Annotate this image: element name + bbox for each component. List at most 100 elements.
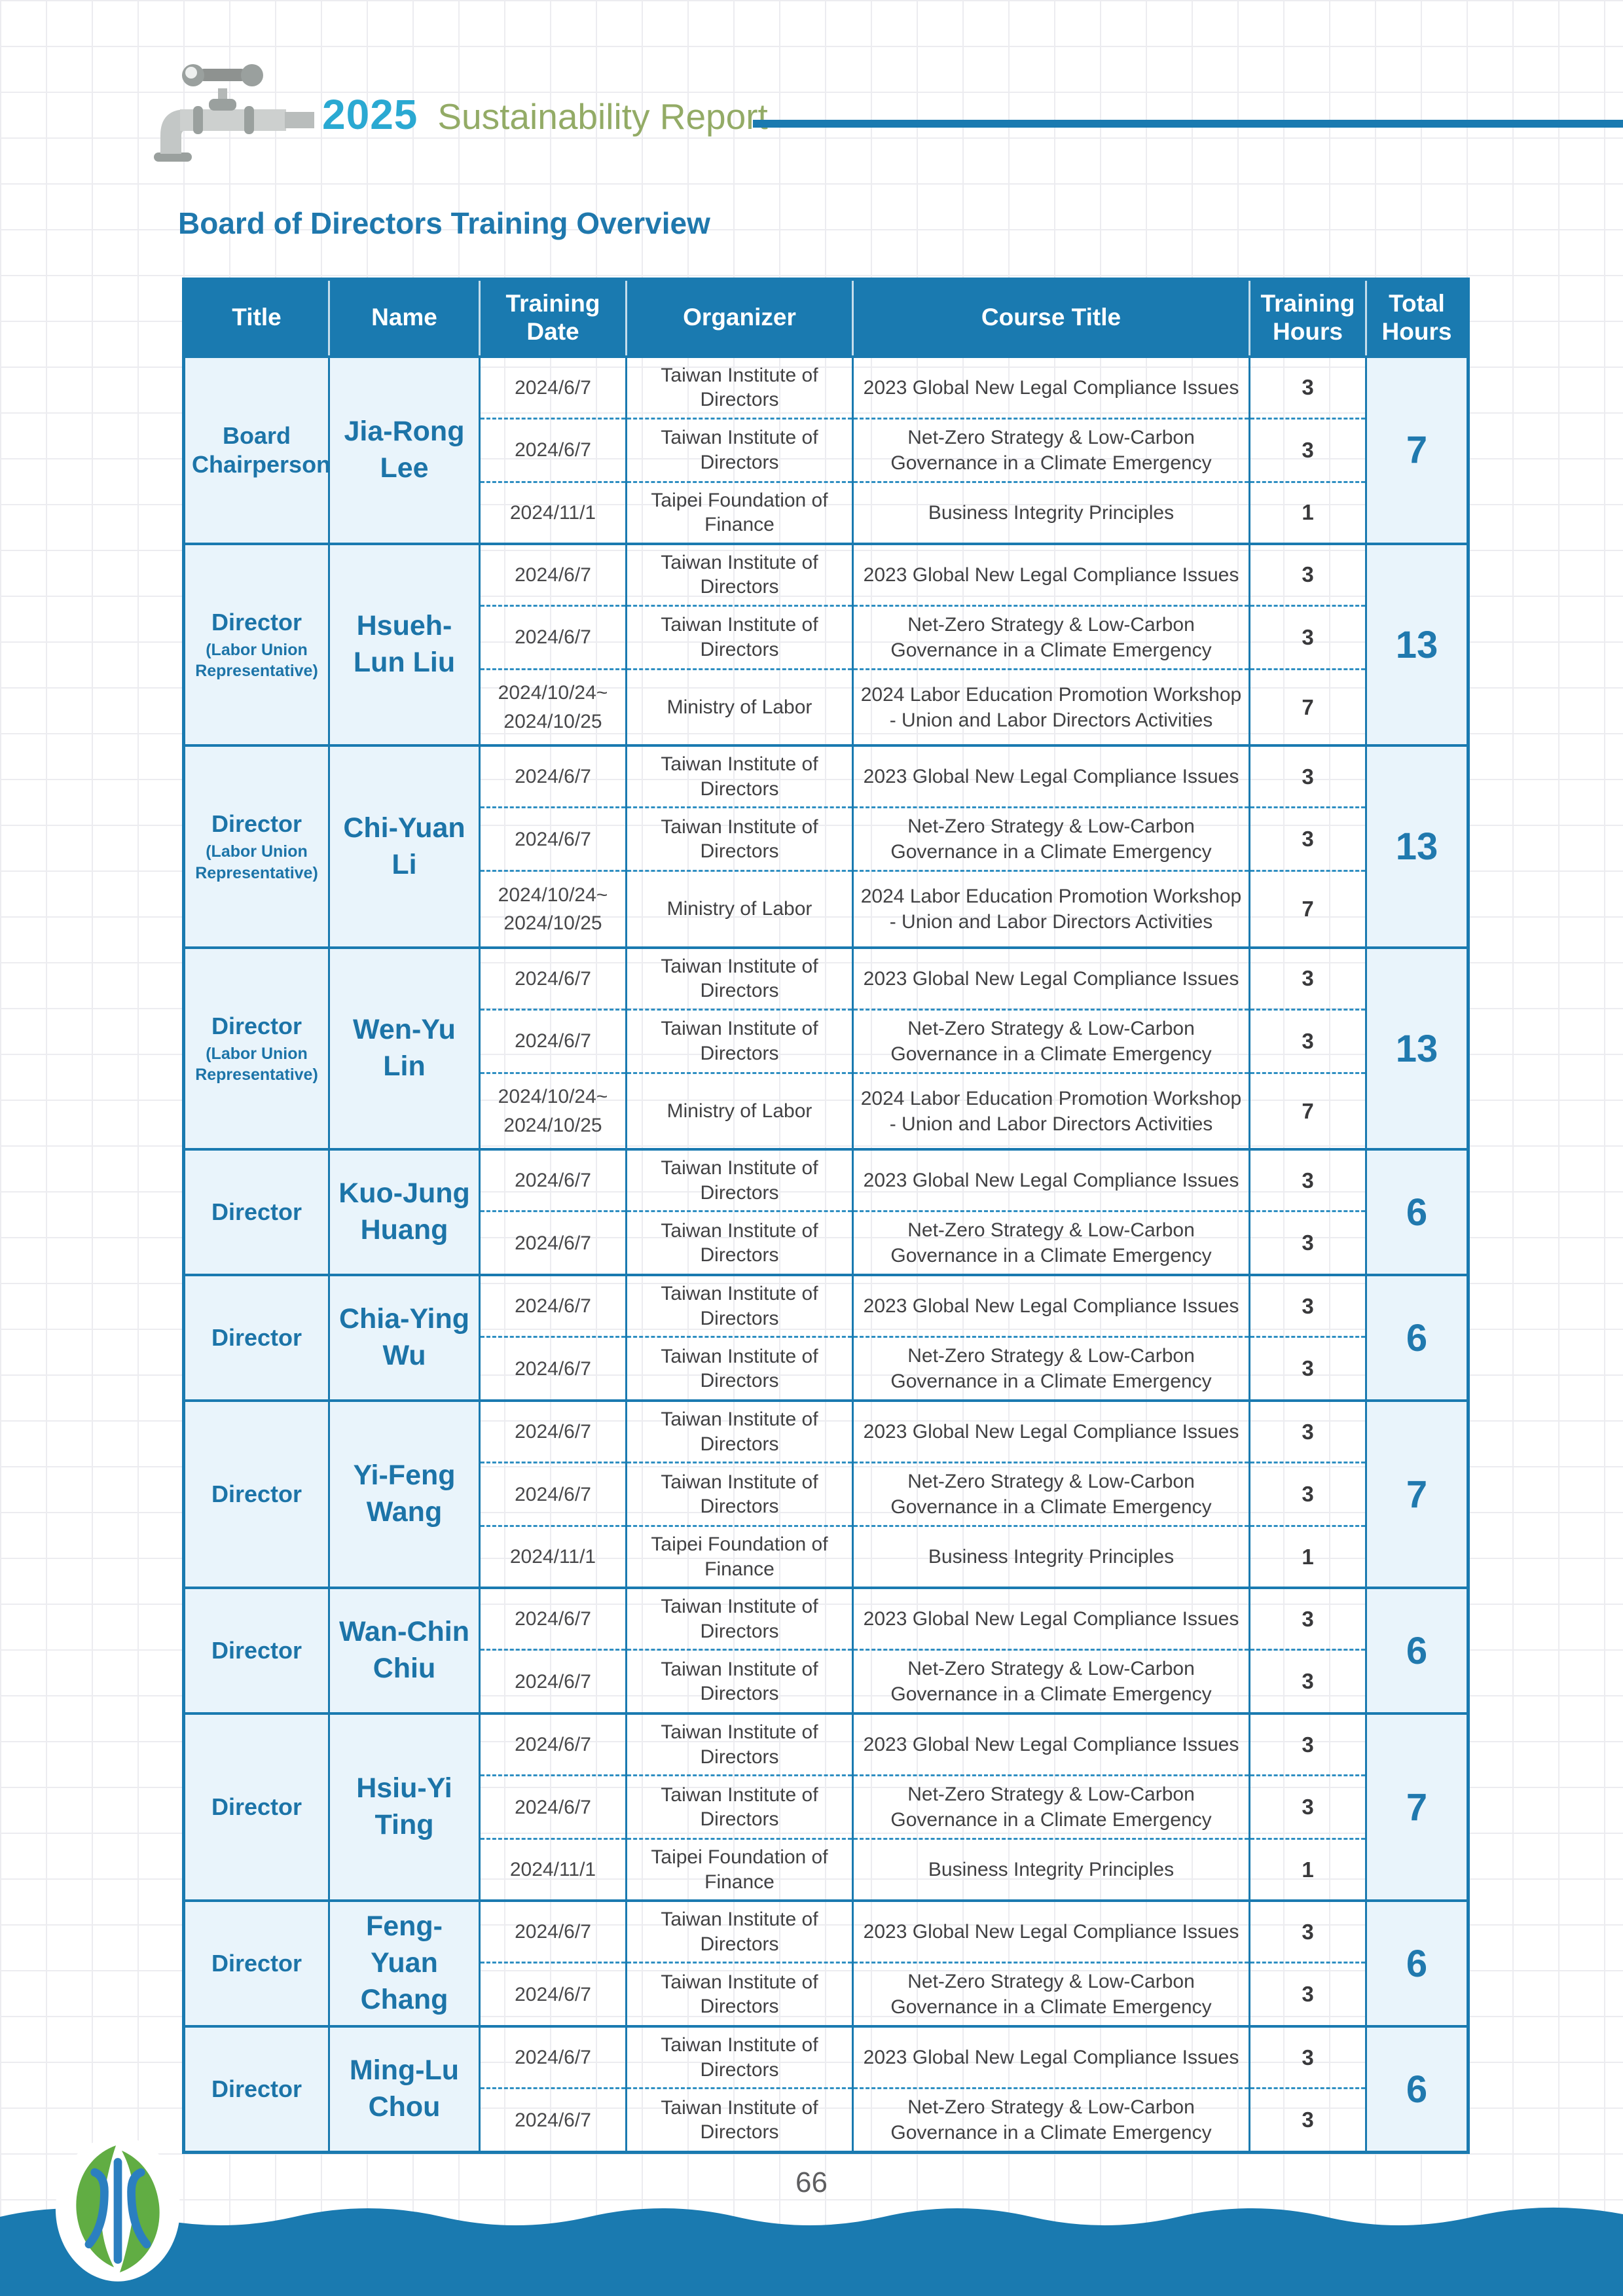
training-date-cell: 2024/6/7 — [479, 1148, 627, 1211]
table-row: 2024/6/7 Taiwan Institute of Directors Net… — [184, 1962, 1468, 2027]
course-title-cell: Net-Zero Strategy & Low-Carbon Governanc… — [852, 1962, 1250, 2027]
organizer-cell: Ministry of Labor — [625, 870, 854, 948]
organizer-cell: Taiwan Institute of Directors — [625, 1649, 854, 1714]
table-row: 2024/10/24~ 2024/10/25 Ministry of Labor 2… — [184, 668, 1468, 746]
total-hours-cell: 13 — [1365, 542, 1469, 746]
course-title-cell: Net-Zero Strategy & Low-Carbon Governanc… — [852, 1774, 1250, 1839]
training-date-cell: 2024/6/7 — [479, 1712, 627, 1776]
director-title-cell: Director — [183, 1712, 330, 1901]
training-date-cell: 2024/10/24~ 2024/10/25 — [479, 668, 627, 746]
director-title-cell: Director — [183, 1148, 330, 1276]
organizer-cell: Taiwan Institute of Directors — [625, 1210, 854, 1276]
table-row: 2024/6/7 Taiwan Institute of Directors Net… — [184, 2087, 1468, 2153]
table-row: Director (Labor Union Representative) Chi-… — [183, 744, 1469, 948]
total-hours-cell: 6 — [1365, 1587, 1469, 1714]
table-row: Director Chia-Ying Wu 2024/6/7 Taiwan Insti… — [183, 1274, 1469, 1401]
training-hours-cell: 3 — [1249, 542, 1367, 606]
director-name-cell: Yi-Feng Wang — [328, 1399, 481, 1588]
training-hours-cell: 3 — [1249, 744, 1367, 808]
course-title-cell: Net-Zero Strategy & Low-Carbon Governanc… — [852, 806, 1250, 871]
training-date-cell: 2024/6/7 — [479, 1587, 627, 1650]
column-header: Title — [183, 279, 329, 358]
course-title-cell: 2024 Labor Education Promotion Workshop … — [852, 1071, 1250, 1150]
director-name-cell: Feng-Yuan Chang — [328, 1899, 481, 2027]
training-hours-cell: 3 — [1249, 1274, 1367, 1337]
course-title-cell: 2023 Global New Legal Compliance Issues — [852, 946, 1250, 1010]
table-row: Director (Labor Union Representative) Hsue… — [183, 542, 1469, 746]
column-header: Organizer — [625, 279, 853, 358]
course-title-cell: 2024 Labor Education Promotion Workshop … — [852, 870, 1250, 948]
training-date-cell: 2024/6/7 — [479, 1899, 627, 1963]
training-hours-cell: 7 — [1249, 668, 1367, 746]
table-row: 2024/6/7 Taiwan Institute of Directors Net… — [184, 806, 1468, 871]
report-brand: 2025 Sustainability Report — [322, 90, 768, 139]
director-title-cell: Director (Labor Union Representative) — [183, 744, 330, 948]
organizer-cell: Taiwan Institute of Directors — [625, 2087, 854, 2153]
training-date-cell: 2024/6/7 — [479, 1274, 627, 1337]
organizer-cell: Taiwan Institute of Directors — [625, 1274, 854, 1337]
course-title-cell: 2023 Global New Legal Compliance Issues — [852, 744, 1250, 808]
course-title-cell: Net-Zero Strategy & Low-Carbon Governanc… — [852, 1649, 1250, 1714]
course-title-cell: Business Integrity Principles — [852, 1525, 1250, 1588]
table-row: Director (Labor Union Representative) Wen-… — [183, 946, 1469, 1150]
organizer-cell: Taiwan Institute of Directors — [625, 2025, 854, 2089]
training-date-cell: 2024/11/1 — [479, 1838, 627, 1901]
training-date-cell: 2024/6/7 — [479, 1008, 627, 1073]
organizer-cell: Taipei Foundation of Finance — [625, 1525, 854, 1588]
director-title: Director — [211, 1637, 302, 1664]
course-title-cell: 2023 Global New Legal Compliance Issues — [852, 1399, 1250, 1463]
table-row: Director Hsiu-Yi Ting 2024/6/7 Taiwan Insti… — [183, 1712, 1469, 1901]
total-hours-cell: 6 — [1365, 1274, 1469, 1401]
training-date-cell: 2024/6/7 — [479, 946, 627, 1010]
total-hours-cell: 7 — [1365, 1712, 1469, 1901]
training-hours-cell: 3 — [1249, 2025, 1367, 2089]
report-year: 2025 — [322, 91, 418, 138]
organizer-cell: Taiwan Institute of Directors — [625, 604, 854, 670]
footer-wave — [0, 2207, 1623, 2296]
organizer-cell: Taiwan Institute of Directors — [625, 806, 854, 871]
training-date-cell: 2024/6/7 — [479, 1399, 627, 1463]
training-hours-cell: 3 — [1249, 946, 1367, 1010]
director-name-cell: Chi-Yuan Li — [328, 744, 481, 948]
organizer-cell: Taiwan Institute of Directors — [625, 1148, 854, 1211]
training-date-cell: 2024/6/7 — [479, 2087, 627, 2153]
table-row: 2024/6/7 Taiwan Institute of Directors Net… — [184, 417, 1468, 482]
director-title-cell: Director — [183, 1274, 330, 1401]
director-title: Director — [211, 1793, 302, 1821]
table-row: Director Feng-Yuan Chang 2024/6/7 Taiwan In… — [183, 1899, 1469, 2027]
director-title: Director — [211, 1950, 302, 1977]
course-title-cell: Net-Zero Strategy & Low-Carbon Governanc… — [852, 417, 1250, 482]
organizer-cell: Taiwan Institute of Directors — [625, 946, 854, 1010]
training-date-cell: 2024/6/7 — [479, 806, 627, 871]
table-row: 2024/6/7 Taiwan Institute of Directors Net… — [184, 1462, 1468, 1526]
training-hours-cell: 7 — [1249, 1071, 1367, 1150]
table-row: 2024/11/1 Taipei Foundation of Finance Bus… — [184, 480, 1468, 544]
training-date-cell: 2024/6/7 — [479, 417, 627, 482]
table-row: Director Ming-Lu Chou 2024/6/7 Taiwan Insti… — [183, 2025, 1469, 2153]
training-date-cell: 2024/6/7 — [479, 1649, 627, 1714]
director-title-note: (Labor Union Representative) — [195, 842, 318, 882]
table-row: 2024/10/24~ 2024/10/25 Ministry of Labor 2… — [184, 1071, 1468, 1150]
director-title-note: (Labor Union Representative) — [195, 640, 318, 681]
training-date-cell: 2024/11/1 — [479, 1525, 627, 1588]
total-hours-cell: 6 — [1365, 2025, 1469, 2153]
table-row: 2024/10/24~ 2024/10/25 Ministry of Labor 2… — [184, 870, 1468, 948]
course-title-cell: 2023 Global New Legal Compliance Issues — [852, 355, 1250, 419]
training-hours-cell: 3 — [1249, 417, 1367, 482]
course-title-cell: Business Integrity Principles — [852, 480, 1250, 544]
director-title-cell: Board Chairperson — [183, 355, 331, 544]
course-title-cell: Net-Zero Strategy & Low-Carbon Governanc… — [852, 604, 1250, 670]
organizer-cell: Taiwan Institute of Directors — [625, 1008, 854, 1073]
course-title-cell: 2023 Global New Legal Compliance Issues — [852, 1148, 1250, 1211]
training-hours-cell: 3 — [1249, 1649, 1367, 1714]
training-hours-cell: 3 — [1249, 1712, 1367, 1776]
table-row: Director Wan-Chin Chiu 2024/6/7 Taiwan Inst… — [183, 1587, 1469, 1714]
course-title-cell: 2023 Global New Legal Compliance Issues — [852, 1274, 1250, 1337]
training-date-cell: 2024/6/7 — [479, 542, 627, 606]
table-row: 2024/6/7 Taiwan Institute of Directors Net… — [184, 1008, 1468, 1073]
director-title: Director — [211, 810, 302, 838]
course-title-cell: Net-Zero Strategy & Low-Carbon Governanc… — [852, 2087, 1250, 2153]
training-date-cell: 2024/10/24~ 2024/10/25 — [479, 870, 627, 948]
organizer-cell: Ministry of Labor — [625, 668, 854, 746]
